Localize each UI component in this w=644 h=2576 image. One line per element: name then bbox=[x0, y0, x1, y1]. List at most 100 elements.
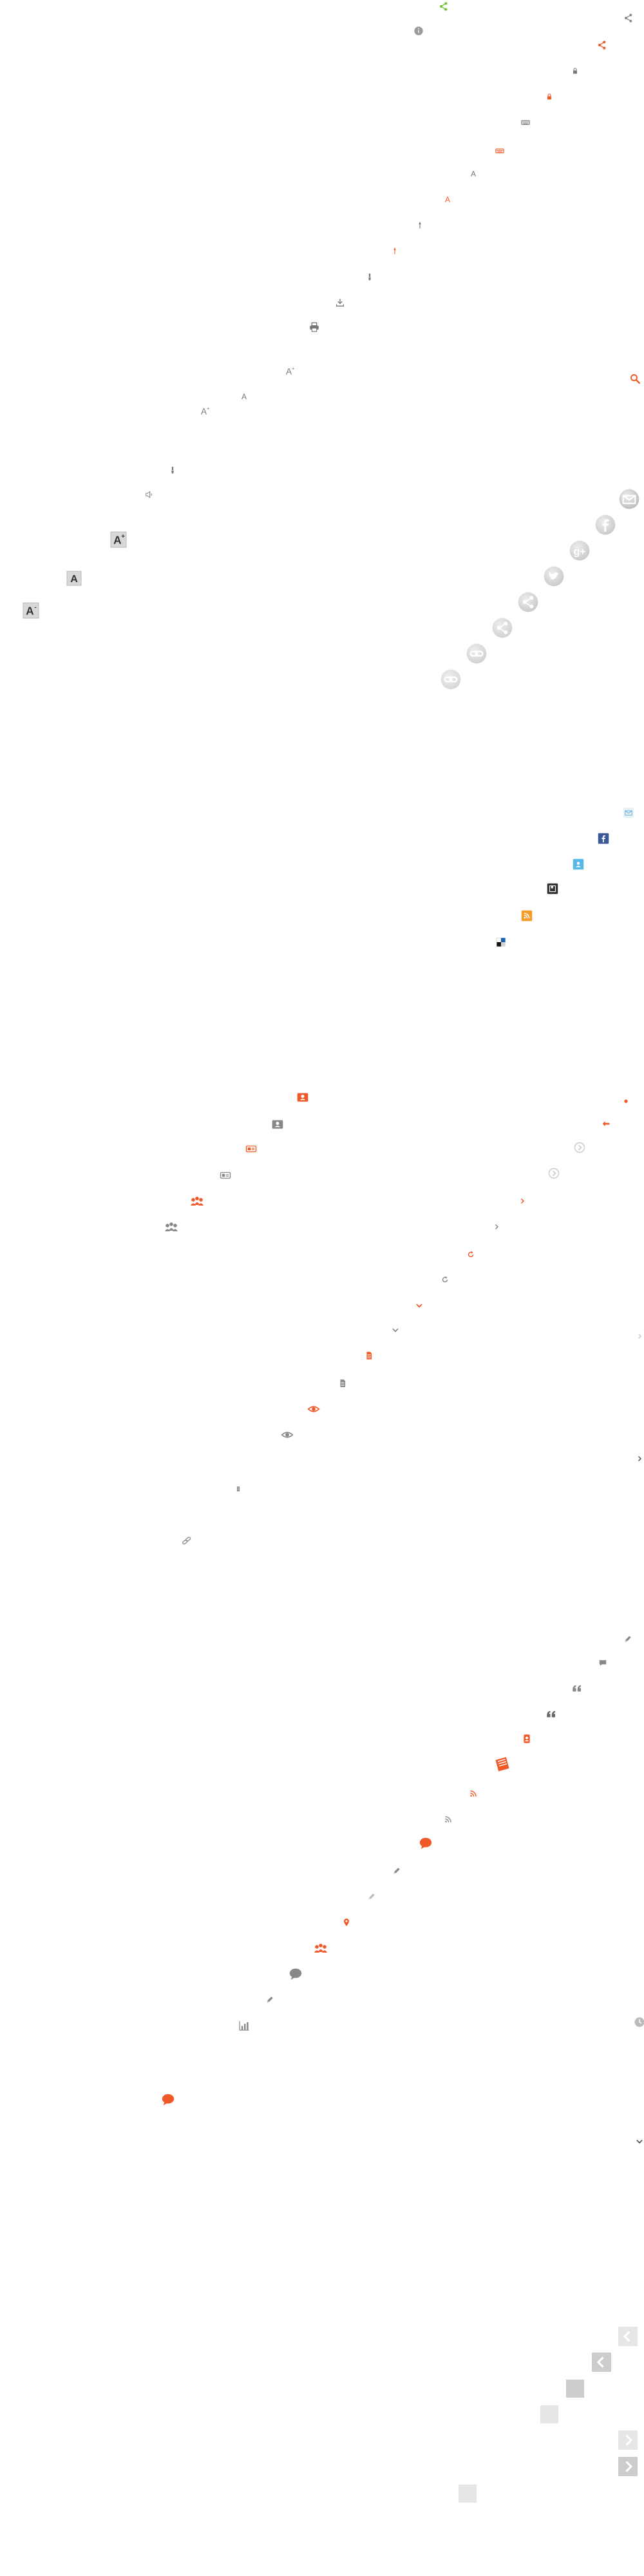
svg-text:+: + bbox=[292, 366, 295, 372]
comment-icon-gray-2 bbox=[289, 1967, 303, 1981]
back-arrow-icon-orange bbox=[601, 1119, 611, 1129]
group-icon-orange bbox=[189, 1193, 205, 1209]
chevron-right-icon-light bbox=[636, 1332, 643, 1340]
delicious-mosaic-icon bbox=[496, 937, 506, 947]
prev-arrow-icon bbox=[592, 2353, 611, 2372]
edit-pen-icon-gray bbox=[265, 1995, 274, 2004]
keyboard-icon-orange bbox=[495, 146, 505, 156]
chevron-right-icon-dark bbox=[636, 1455, 643, 1463]
svg-text:+: + bbox=[121, 533, 125, 540]
dot-icon-orange bbox=[623, 1099, 629, 1104]
next-arrow-icon-light bbox=[618, 2430, 638, 2450]
svg-text:+: + bbox=[207, 406, 210, 412]
increase-font-boxed-icon: A + bbox=[110, 531, 127, 548]
facebook-square-icon bbox=[598, 833, 609, 844]
share-circle-icon bbox=[518, 592, 538, 612]
share-icon-orange bbox=[597, 40, 607, 50]
comment-icon-orange-2 bbox=[161, 2092, 175, 2107]
email-circle-icon bbox=[619, 489, 639, 509]
refresh-icon-orange bbox=[466, 1250, 475, 1259]
small-doc-icon-gray bbox=[235, 1486, 242, 1492]
link-circle-icon-2 bbox=[440, 669, 461, 690]
svg-text:A: A bbox=[70, 574, 78, 585]
rss-icon-orange bbox=[469, 1789, 478, 1798]
rss-square-icon bbox=[521, 910, 533, 922]
pin-icon bbox=[415, 221, 424, 230]
link-icon-gray bbox=[180, 1534, 193, 1547]
svg-text:A: A bbox=[242, 392, 247, 401]
email-square-icon bbox=[623, 807, 634, 819]
tiny-box-icon bbox=[459, 2485, 477, 2503]
lock-icon-orange bbox=[545, 93, 553, 100]
delicious-square-icon bbox=[573, 858, 584, 870]
refresh-icon-gray bbox=[440, 1275, 450, 1284]
google-circle-icon: g+ bbox=[569, 540, 590, 561]
svg-text:-: - bbox=[34, 604, 36, 611]
svg-text:A: A bbox=[201, 406, 207, 416]
search-icon-orange bbox=[629, 373, 641, 384]
chevron-right-icon-gray bbox=[493, 1223, 500, 1231]
bar-chart-icon-gray bbox=[238, 2019, 251, 2032]
clock-icon-light bbox=[634, 2016, 644, 2028]
rss-icon-gray bbox=[444, 1815, 453, 1824]
brush-icon bbox=[365, 272, 374, 281]
font-boxed-icon: A bbox=[66, 571, 82, 586]
chevron-down-icon-gray bbox=[391, 1325, 400, 1334]
pencil-icon-light bbox=[367, 1892, 376, 1901]
increase-font-icon-small: A + bbox=[199, 405, 211, 417]
profile-card-icon-orange bbox=[296, 1091, 309, 1104]
share-circle-icon-2 bbox=[492, 618, 513, 638]
quote-icon-dark bbox=[545, 1709, 557, 1720]
font-size-icon: A bbox=[468, 169, 478, 179]
info-circle-icon bbox=[413, 26, 424, 36]
increase-font-icon: A + bbox=[284, 365, 296, 377]
book-icon-orange bbox=[493, 1756, 511, 1774]
comment-icon-gray bbox=[598, 1658, 607, 1667]
quote-icon-gray bbox=[571, 1683, 583, 1694]
document-icon-orange bbox=[365, 1351, 374, 1360]
prev-arrow-icon-light bbox=[618, 2327, 638, 2346]
pencil-icon-gray-2 bbox=[392, 1866, 401, 1875]
chevron-down-icon-orange bbox=[415, 1301, 424, 1310]
chevron-circle-icon-light-2 bbox=[548, 1168, 560, 1179]
lock-icon bbox=[571, 67, 579, 75]
gray-square-icon-light bbox=[540, 2405, 558, 2423]
gray-square-icon bbox=[566, 2380, 584, 2398]
eye-icon-gray bbox=[281, 1428, 294, 1441]
next-arrow-icon bbox=[618, 2457, 638, 2476]
font-icon-large: A bbox=[239, 392, 249, 402]
user-badge-icon-orange bbox=[522, 1734, 532, 1744]
svg-text:g+: g+ bbox=[573, 547, 585, 558]
svg-text:A: A bbox=[113, 534, 122, 547]
chevron-down-icon-dark bbox=[635, 2137, 644, 2146]
svg-text:A: A bbox=[471, 169, 476, 178]
vcard-icon-orange bbox=[245, 1143, 257, 1155]
comment-icon-orange bbox=[419, 1836, 433, 1850]
font-size-icon-orange: A bbox=[442, 194, 453, 205]
share-icon-gray bbox=[623, 13, 634, 23]
eye-icon-orange bbox=[307, 1403, 320, 1416]
group-icon-orange-2 bbox=[313, 1940, 328, 1956]
vcard-icon-gray bbox=[220, 1170, 231, 1181]
keyboard-icon bbox=[520, 117, 531, 128]
link-circle-icon bbox=[466, 643, 487, 664]
group-icon-gray bbox=[164, 1219, 179, 1235]
facebook-circle-icon bbox=[595, 515, 616, 535]
pin-icon-orange bbox=[390, 247, 399, 256]
download-icon bbox=[335, 298, 345, 308]
pencil-icon-gray bbox=[623, 1634, 632, 1643]
twitter-circle-icon bbox=[544, 566, 564, 587]
bookmark-square-icon bbox=[547, 883, 558, 895]
document-icon-gray bbox=[338, 1379, 347, 1388]
chevron-circle-icon-light bbox=[574, 1142, 585, 1153]
print-icon bbox=[308, 321, 320, 333]
svg-text:A: A bbox=[286, 366, 292, 376]
profile-card-icon-gray bbox=[271, 1118, 284, 1131]
svg-text:A: A bbox=[26, 605, 34, 618]
speaker-icon bbox=[144, 489, 155, 500]
decrease-font-boxed-icon: A- bbox=[23, 602, 39, 619]
svg-text:A: A bbox=[445, 195, 450, 204]
location-pin-icon-orange bbox=[342, 1918, 351, 1927]
chevron-right-icon-orange bbox=[518, 1197, 526, 1205]
